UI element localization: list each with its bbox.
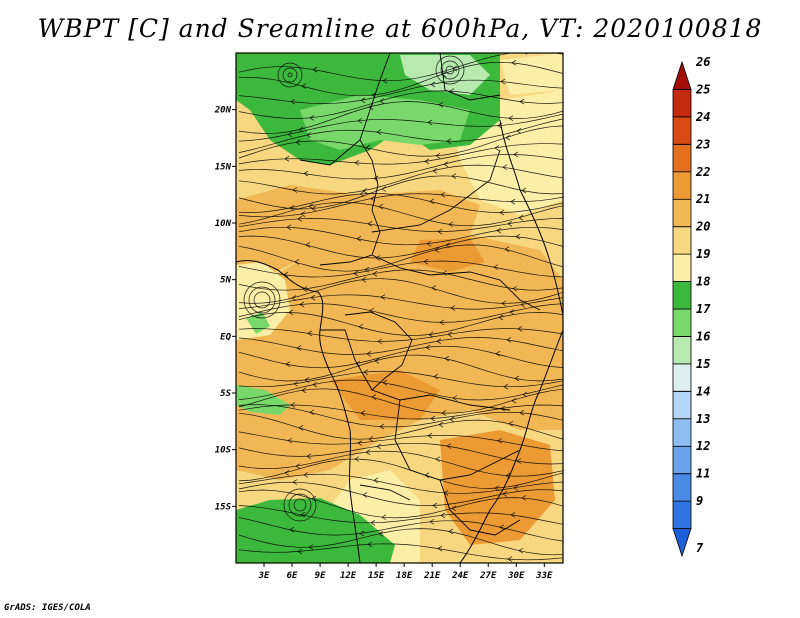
lat-tick-label: 5S xyxy=(220,389,231,399)
lon-tick-label: 15E xyxy=(368,571,385,581)
colorbar-label: 26 xyxy=(695,55,710,69)
lon-tick-label: 30E xyxy=(507,571,525,581)
colorbar-swatch xyxy=(672,171,692,200)
streamlines xyxy=(238,53,563,562)
colorbar-label: 9 xyxy=(696,494,703,508)
colorbar-label: 19 xyxy=(696,247,710,261)
colorbar-swatch xyxy=(672,89,692,118)
wbpt-region-dark-orange xyxy=(410,238,485,272)
lon-axis: 3E 6E 9E 12E 15E 18E 21E 24E 27E 30E 33E xyxy=(258,563,553,581)
wbpt-region-green xyxy=(236,498,395,563)
colorbar-label: 25 xyxy=(695,82,710,96)
lon-tick-label: 33E xyxy=(535,571,553,581)
colorbar-label: 15 xyxy=(696,357,710,371)
lon-tick-label: 12E xyxy=(340,571,357,581)
coastlines xyxy=(236,119,563,563)
colorbar-swatch xyxy=(672,473,692,502)
colorbar-label: 7 xyxy=(696,541,704,555)
colorbar-label: 23 xyxy=(695,137,710,151)
colorbar-swatch xyxy=(672,198,692,228)
lat-axis: 20N 15N 10N 5N EQ 5S 10S 15S xyxy=(214,106,236,512)
lon-tick-label: 21E xyxy=(423,571,441,581)
lat-tick-label: 20N xyxy=(214,106,232,116)
colorbar: 7 9 11 12 13 14 15 16 17 18 19 20 21 22 23 24 25 26 xyxy=(672,55,711,558)
colorbar-swatch xyxy=(672,281,692,310)
colorbar-swatch xyxy=(672,390,692,420)
colorbar-swatch xyxy=(672,143,692,173)
map-border xyxy=(235,52,564,564)
colorbar-swatch xyxy=(672,445,692,475)
colorbar-label: 21 xyxy=(695,192,710,206)
colorbar-label: 20 xyxy=(695,220,710,234)
lon-tick-label: 9E xyxy=(315,571,326,581)
lat-tick-label: EQ xyxy=(220,332,231,342)
map-figure: 20N 15N 10N 5N EQ 5S 10S 15S 3E 6E 9E 12E 15E 18E 21E… xyxy=(214,52,711,581)
wbpt-region-light-green xyxy=(300,95,470,150)
colorbar-swatch xyxy=(672,500,692,529)
colorbar-swatch xyxy=(672,253,692,282)
country-borders xyxy=(299,53,541,536)
lon-tick-label: 18E xyxy=(396,571,413,581)
lat-tick-label: 15N xyxy=(215,162,232,172)
colorbar-label: 18 xyxy=(696,275,710,289)
wbpt-region-dark-orange xyxy=(440,430,555,545)
colorbar-swatch xyxy=(672,308,692,337)
colorbar-label: 22 xyxy=(695,165,710,179)
lat-tick-label: 15S xyxy=(215,502,232,512)
lon-tick-label: 3E xyxy=(258,571,270,581)
colorbar-swatch xyxy=(672,226,692,255)
colorbar-swatch xyxy=(672,336,692,365)
map-title: WBPT [C] and Sreamline at 600hPa, VT: 20… xyxy=(37,14,763,43)
colorbar-label: 11 xyxy=(696,467,710,481)
wbpt-region-orange xyxy=(236,235,563,480)
lon-tick-label: 24E xyxy=(451,571,469,581)
wbpt-region-pale xyxy=(500,53,563,95)
colorbar-label: 24 xyxy=(695,110,710,124)
wbpt-region-pale-green xyxy=(400,55,490,95)
colorbar-label: 17 xyxy=(696,302,711,316)
colorbar-swatch xyxy=(672,418,692,447)
lat-tick-label: 5N xyxy=(220,276,231,286)
colorbar-label: 14 xyxy=(696,384,710,398)
colorbar-label: 12 xyxy=(696,439,710,453)
map-frame-area xyxy=(236,53,563,563)
lon-tick-label: 6E xyxy=(287,571,298,581)
wbpt-region-orange xyxy=(236,185,480,290)
grads-credit: GrADS: IGES/COLA xyxy=(4,603,91,613)
lon-tick-label: 27E xyxy=(479,571,497,581)
colorbar-label: 16 xyxy=(696,329,710,343)
lat-tick-label: 10S xyxy=(215,446,232,456)
colorbar-label: 13 xyxy=(696,412,710,426)
colorbar-swatch xyxy=(672,363,692,392)
lat-tick-label: 10N xyxy=(215,219,232,229)
colorbar-swatch xyxy=(672,60,692,90)
colorbar-swatch xyxy=(672,528,692,558)
colorbar-swatch xyxy=(672,116,692,145)
